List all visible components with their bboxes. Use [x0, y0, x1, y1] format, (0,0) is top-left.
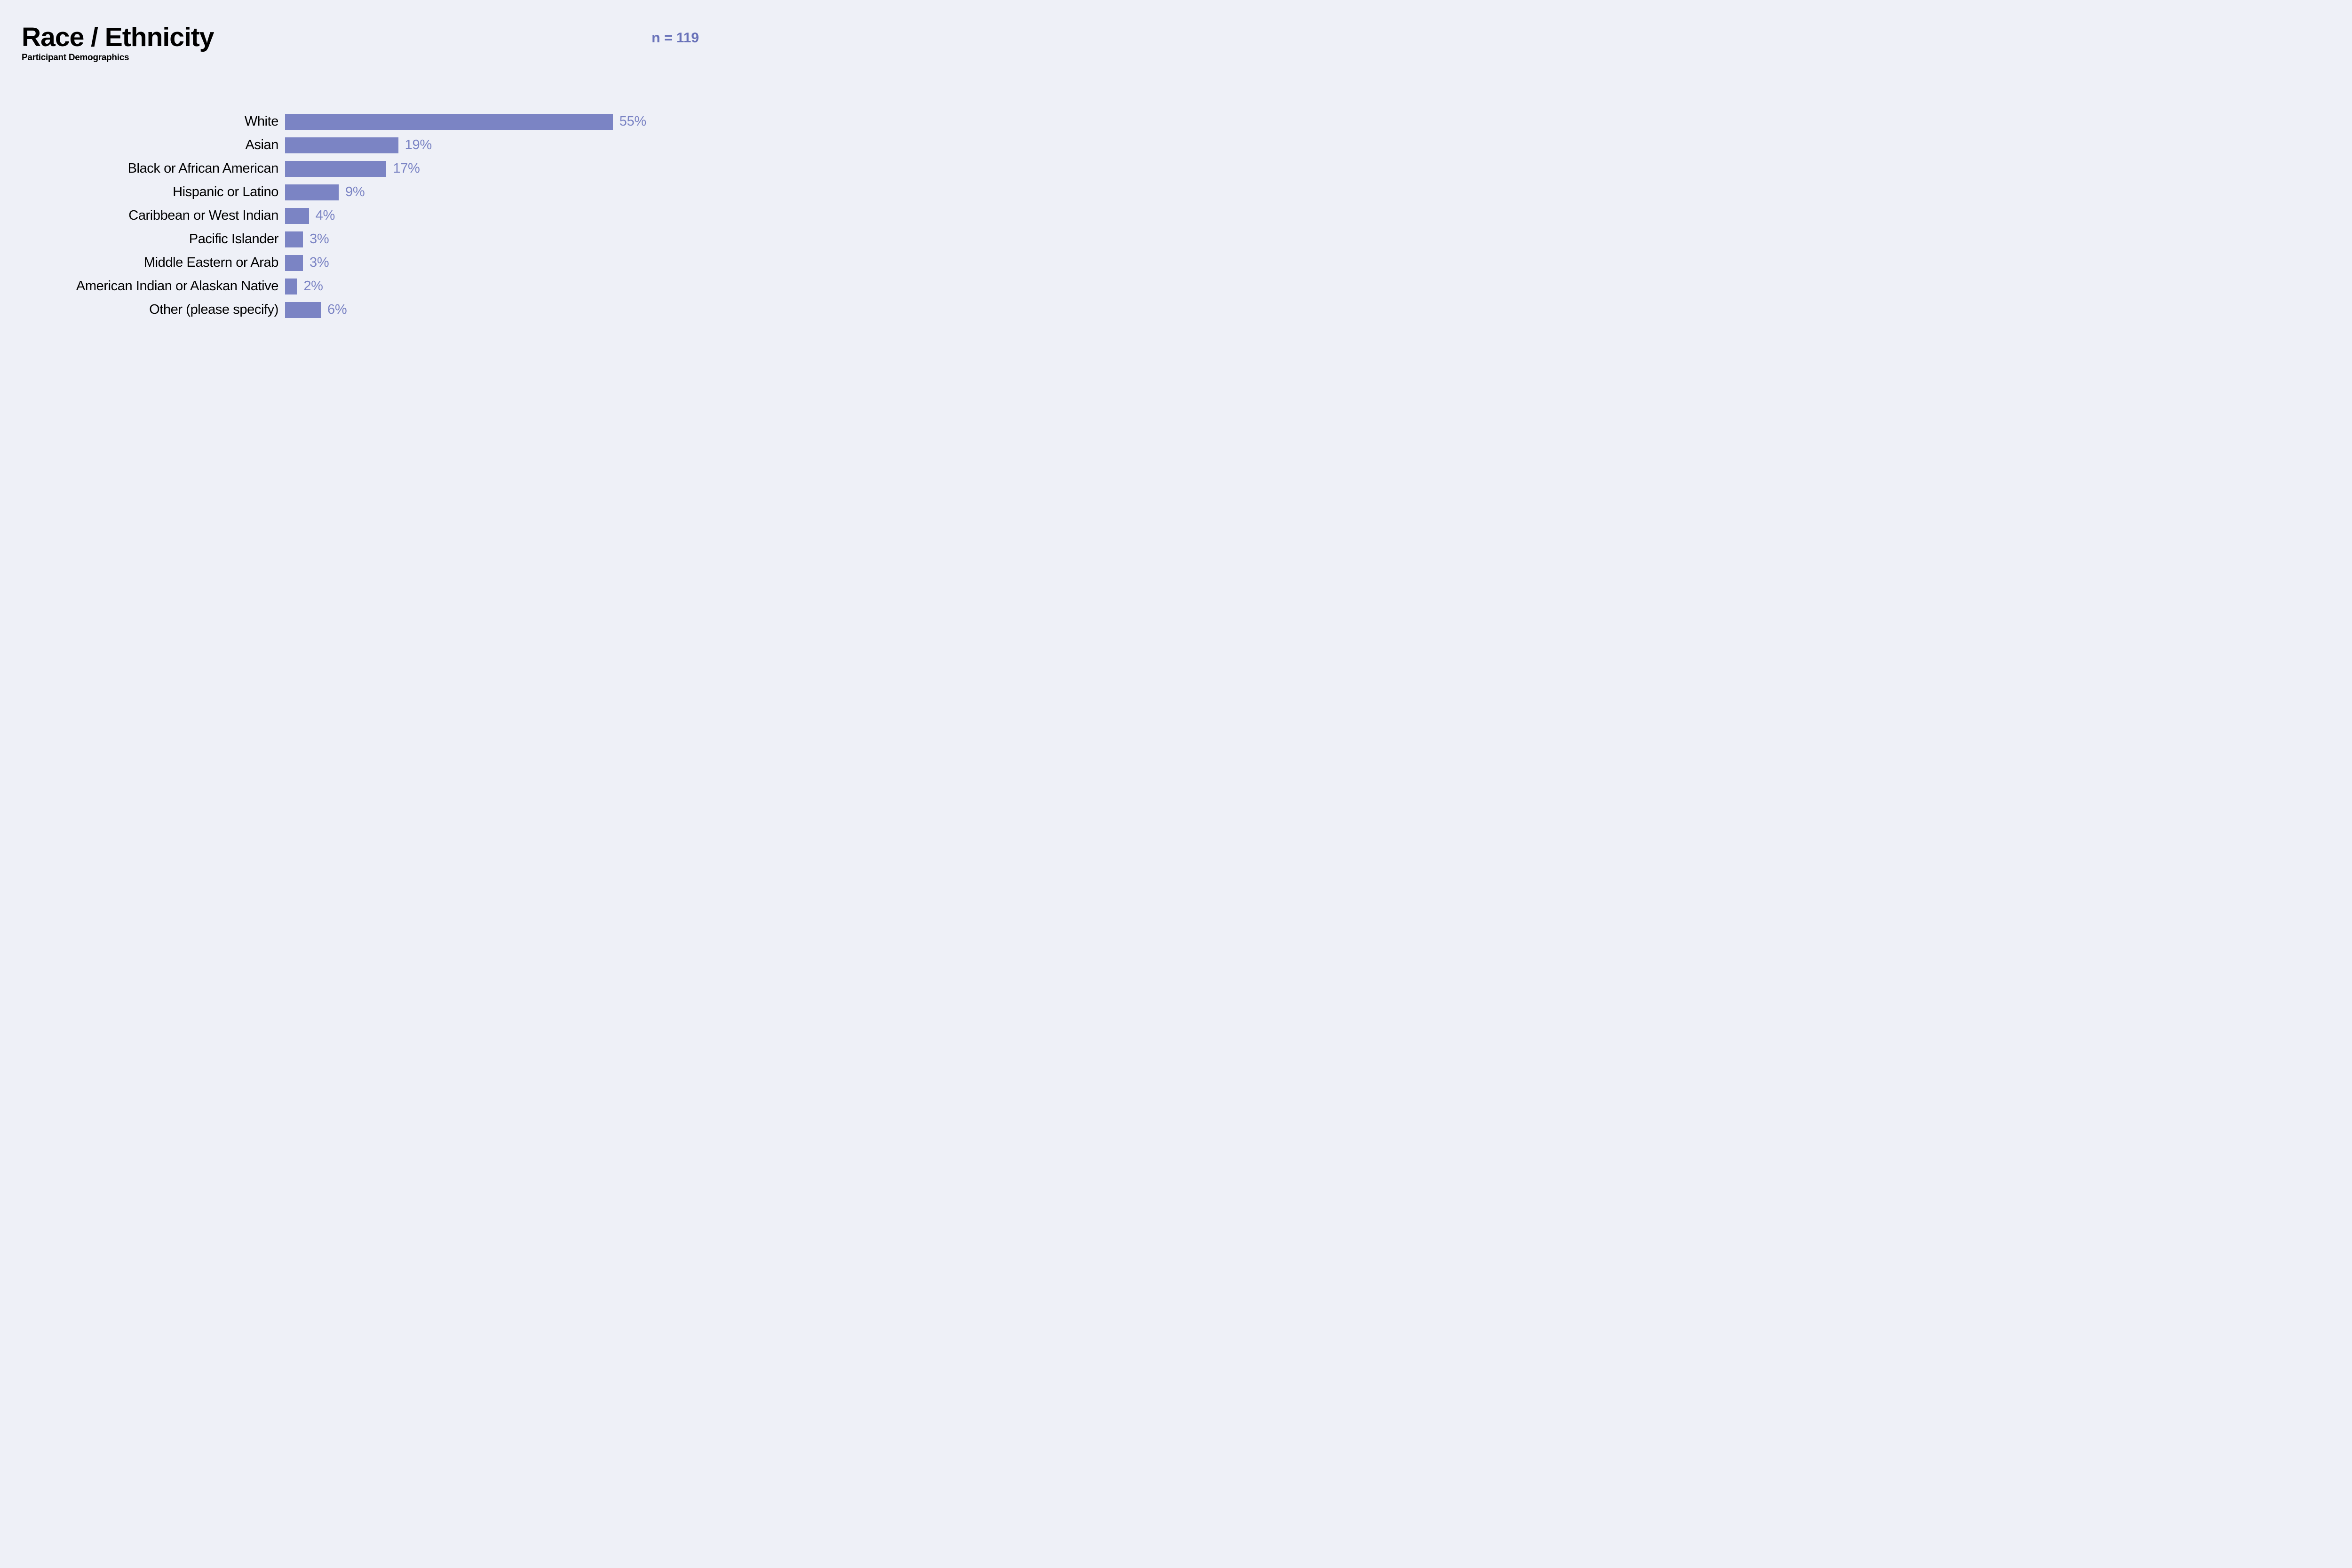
- bar-row: Black or African American 17%: [22, 157, 701, 181]
- bar-label: Other (please specify): [22, 302, 285, 318]
- bar-track: 17%: [285, 157, 701, 181]
- bar-value: 55%: [620, 114, 646, 129]
- bar-value: 4%: [316, 208, 335, 223]
- bar-fill: [285, 208, 309, 224]
- bar-value: 3%: [310, 231, 329, 247]
- chart-title: Race / Ethnicity: [22, 24, 701, 52]
- bar-label: Caribbean or West Indian: [22, 208, 285, 223]
- bar-track: 9%: [285, 181, 701, 204]
- bar-value: 19%: [405, 137, 432, 153]
- bar-fill: [285, 231, 303, 247]
- bar-value: 6%: [327, 302, 347, 318]
- bar-track: 2%: [285, 275, 701, 298]
- bar-fill: [285, 161, 386, 177]
- bar-row: Asian 19%: [22, 134, 701, 157]
- bar-fill: [285, 137, 398, 153]
- bar-label: American Indian or Alaskan Native: [22, 279, 285, 294]
- bar-row: White 55%: [22, 110, 701, 134]
- bar-value: 2%: [303, 279, 323, 294]
- bar-value: 17%: [393, 161, 420, 176]
- bar-row: Pacific Islander 3%: [22, 228, 701, 251]
- bar-label: Hispanic or Latino: [22, 184, 285, 200]
- chart-subtitle: Participant Demographics: [22, 53, 701, 63]
- chart-header: Race / Ethnicity Participant Demographic…: [22, 24, 701, 63]
- bar-track: 3%: [285, 251, 701, 275]
- bar-track: 3%: [285, 228, 701, 251]
- bar-track: 55%: [285, 110, 701, 134]
- bar-label: Asian: [22, 137, 285, 153]
- bar-chart: White 55% Asian 19% Black or African America…: [22, 110, 701, 322]
- bar-row: Caribbean or West Indian 4%: [22, 204, 701, 228]
- bar-label: White: [22, 114, 285, 129]
- bar-fill: [285, 114, 613, 130]
- bar-label: Middle Eastern or Arab: [22, 255, 285, 271]
- bar-fill: [285, 255, 303, 271]
- bar-track: 6%: [285, 298, 701, 322]
- bar-label: Black or African American: [22, 161, 285, 176]
- bar-track: 4%: [285, 204, 701, 228]
- bar-row: Middle Eastern or Arab 3%: [22, 251, 701, 275]
- bar-track: 19%: [285, 134, 701, 157]
- bar-value: 3%: [310, 255, 329, 271]
- bar-fill: [285, 279, 297, 294]
- bar-fill: [285, 302, 321, 318]
- bar-value: 9%: [345, 184, 365, 200]
- bar-row: American Indian or Alaskan Native 2%: [22, 275, 701, 298]
- bar-row: Hispanic or Latino 9%: [22, 181, 701, 204]
- sample-size-badge: n = 119: [652, 30, 699, 46]
- bar-fill: [285, 184, 339, 200]
- bar-row: Other (please specify) 6%: [22, 298, 701, 322]
- bar-label: Pacific Islander: [22, 231, 285, 247]
- chart-page: Race / Ethnicity Participant Demographic…: [0, 0, 724, 453]
